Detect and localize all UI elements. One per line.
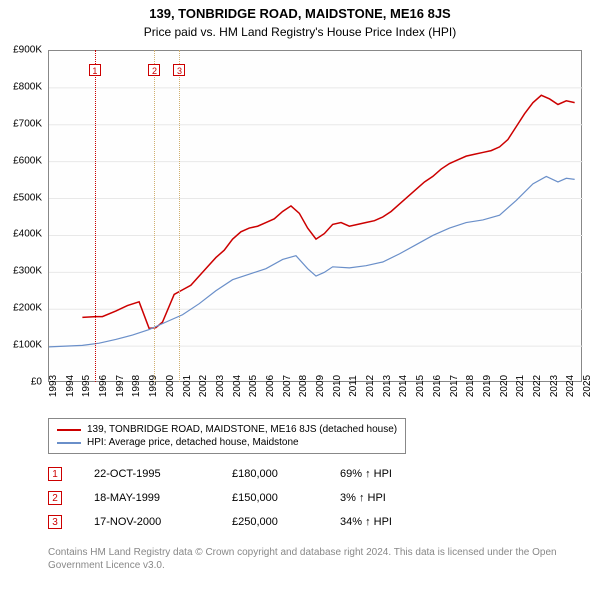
transaction-row: 2 18-MAY-1999 £150,000 3% ↑ HPI (48, 486, 440, 510)
transaction-date: 17-NOV-2000 (94, 516, 204, 528)
x-tick-label: 2022 (532, 375, 543, 397)
event-marker-1: 1 (89, 64, 101, 76)
legend-label: HPI: Average price, detached house, Maid… (87, 437, 299, 448)
x-tick-label: 2003 (215, 375, 226, 397)
transaction-hpi: 3% ↑ HPI (340, 492, 440, 504)
transaction-date: 18-MAY-1999 (94, 492, 204, 504)
x-tick-label: 2005 (248, 375, 259, 397)
y-tick-label: £200K (13, 303, 42, 314)
x-tick-label: 2000 (165, 375, 176, 397)
transaction-hpi: 34% ↑ HPI (340, 516, 440, 528)
x-tick-label: 2006 (265, 375, 276, 397)
legend-swatch (57, 429, 81, 431)
event-marker-2: 2 (148, 64, 160, 76)
event-vline-3 (179, 50, 180, 382)
x-tick-label: 2010 (332, 375, 343, 397)
x-tick-label: 1994 (65, 375, 76, 397)
x-tick-label: 2018 (465, 375, 476, 397)
transactions-table: 1 22-OCT-1995 £180,000 69% ↑ HPI 2 18-MAY-199… (48, 462, 440, 534)
footnote: Contains HM Land Registry data © Crown c… (48, 546, 568, 572)
x-tick-label: 2014 (398, 375, 409, 397)
x-tick-label: 1997 (115, 375, 126, 397)
x-tick-label: 2015 (415, 375, 426, 397)
y-tick-label: £100K (13, 340, 42, 351)
x-tick-label: 1993 (48, 375, 59, 397)
transaction-row: 3 17-NOV-2000 £250,000 34% ↑ HPI (48, 510, 440, 534)
transaction-marker: 3 (48, 515, 62, 529)
x-tick-label: 2013 (382, 375, 393, 397)
event-marker-3: 3 (173, 64, 185, 76)
series-property_price (82, 95, 574, 328)
transaction-marker: 2 (48, 491, 62, 505)
transaction-hpi: 69% ↑ HPI (340, 468, 440, 480)
x-tick-label: 2012 (365, 375, 376, 397)
x-tick-label: 2002 (198, 375, 209, 397)
x-tick-label: 2001 (182, 375, 193, 397)
x-tick-label: 1998 (131, 375, 142, 397)
plot-background (48, 50, 582, 382)
chart-area: £0£100K£200K£300K£400K£500K£600K£700K£80… (48, 50, 582, 382)
transaction-price: £180,000 (232, 468, 312, 480)
legend: 139, TONBRIDGE ROAD, MAIDSTONE, ME16 8JS… (48, 418, 406, 454)
y-tick-label: £0 (31, 377, 42, 388)
legend-row: 139, TONBRIDGE ROAD, MAIDSTONE, ME16 8JS… (57, 423, 397, 436)
x-tick-label: 2016 (432, 375, 443, 397)
chart-title: 139, TONBRIDGE ROAD, MAIDSTONE, ME16 8JS (0, 0, 600, 21)
y-tick-label: £600K (13, 155, 42, 166)
x-tick-label: 2021 (515, 375, 526, 397)
transaction-price: £150,000 (232, 492, 312, 504)
chart-subtitle: Price paid vs. HM Land Registry's House … (0, 21, 600, 45)
x-tick-label: 2009 (315, 375, 326, 397)
transaction-row: 1 22-OCT-1995 £180,000 69% ↑ HPI (48, 462, 440, 486)
y-tick-label: £500K (13, 192, 42, 203)
x-tick-label: 2023 (549, 375, 560, 397)
transaction-marker: 1 (48, 467, 62, 481)
chart-container: 139, TONBRIDGE ROAD, MAIDSTONE, ME16 8JS… (0, 0, 600, 590)
x-tick-label: 2017 (449, 375, 460, 397)
x-tick-label: 1995 (81, 375, 92, 397)
y-tick-label: £900K (13, 45, 42, 56)
y-tick-label: £400K (13, 229, 42, 240)
legend-row: HPI: Average price, detached house, Maid… (57, 436, 397, 449)
y-tick-label: £300K (13, 266, 42, 277)
x-tick-label: 2020 (499, 375, 510, 397)
y-tick-label: £800K (13, 81, 42, 92)
event-vline-1 (95, 50, 96, 382)
legend-label: 139, TONBRIDGE ROAD, MAIDSTONE, ME16 8JS… (87, 424, 397, 435)
x-tick-label: 2019 (482, 375, 493, 397)
x-tick-label: 2025 (582, 375, 593, 397)
x-tick-label: 2008 (298, 375, 309, 397)
transaction-date: 22-OCT-1995 (94, 468, 204, 480)
x-tick-label: 2011 (348, 375, 359, 397)
event-vline-2 (154, 50, 155, 382)
series-hpi_maidstone (49, 176, 575, 346)
legend-swatch (57, 442, 81, 444)
x-tick-label: 2024 (565, 375, 576, 397)
y-tick-label: £700K (13, 118, 42, 129)
x-tick-label: 2004 (232, 375, 243, 397)
x-tick-label: 1996 (98, 375, 109, 397)
plot-svg (49, 51, 583, 383)
x-tick-label: 2007 (282, 375, 293, 397)
transaction-price: £250,000 (232, 516, 312, 528)
